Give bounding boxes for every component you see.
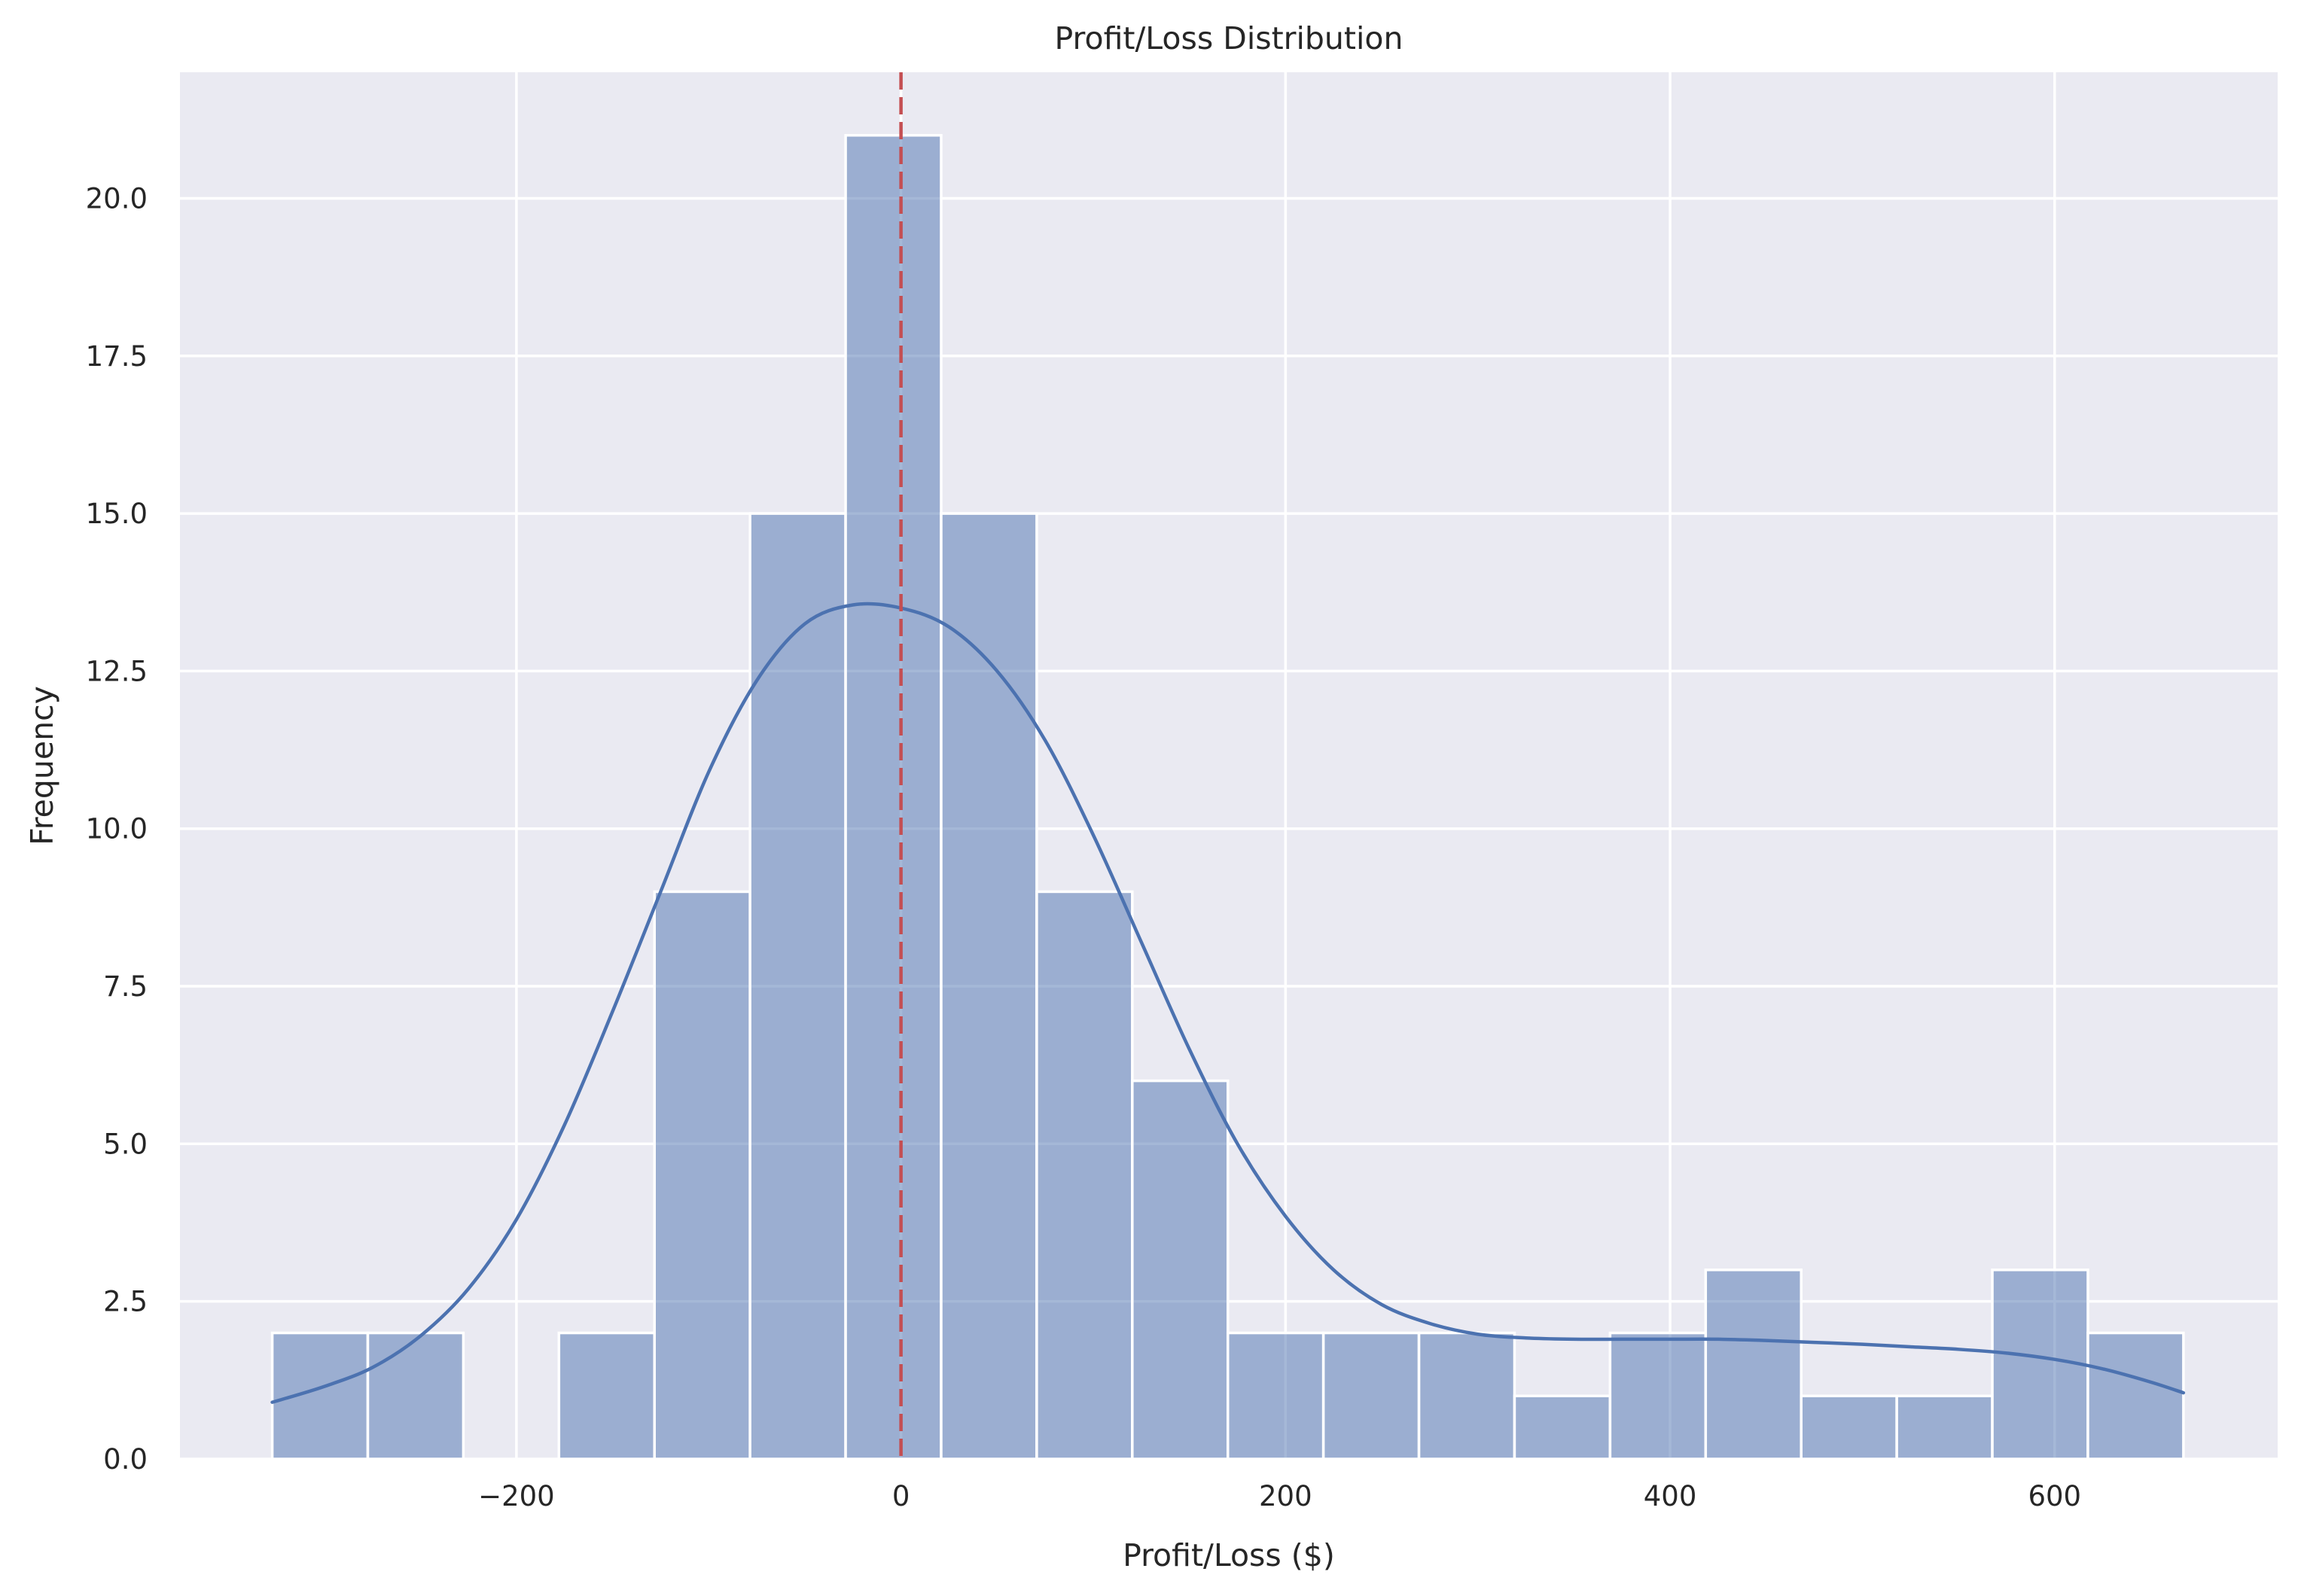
y-axis-ticks: 0.0 2.5 5.0 7.5 10.0 12.5 15.0 17.5 20.0	[86, 182, 148, 1476]
x-tick-label: 200	[1259, 1480, 1312, 1512]
histogram-bar	[1991, 1269, 2089, 1460]
histogram-bar	[1608, 1331, 1708, 1460]
histogram-bar	[1417, 1331, 1516, 1460]
x-axis-label: Profit/Loss ($)	[1123, 1537, 1335, 1573]
gridlines	[180, 72, 2278, 1460]
histogram-bar	[1704, 1269, 1803, 1460]
histogram-bar	[270, 1331, 370, 1460]
histogram-bar	[653, 890, 751, 1460]
histogram-bar	[748, 512, 847, 1460]
y-tick-label: 0.0	[103, 1443, 148, 1476]
y-tick-label: 7.5	[103, 970, 148, 1003]
x-tick-label: 600	[2028, 1480, 2081, 1512]
y-tick-label: 15.0	[86, 498, 148, 530]
histogram-bars	[270, 133, 2185, 1460]
histogram-bar	[1226, 1331, 1325, 1460]
histogram-bar	[557, 1331, 656, 1460]
x-tick-label: 0	[892, 1480, 910, 1512]
histogram-bar	[366, 1331, 465, 1460]
y-tick-label: 2.5	[103, 1286, 148, 1318]
histogram-bar	[1321, 1331, 1421, 1460]
x-tick-label: 400	[1644, 1480, 1697, 1512]
x-axis-ticks: −200 0 200 400 600	[478, 1480, 2081, 1512]
histogram-bar	[844, 133, 943, 1460]
histogram-bar	[1035, 890, 1134, 1460]
kde-curve	[270, 602, 2186, 1404]
histogram-bar	[1513, 1394, 1612, 1460]
chart-title: Profit/Loss Distribution	[1055, 20, 1403, 56]
histogram-bar	[1895, 1394, 1994, 1460]
y-tick-label: 17.5	[86, 340, 148, 373]
y-tick-label: 20.0	[86, 182, 148, 215]
y-tick-label: 12.5	[86, 655, 148, 687]
histogram-bar	[1800, 1394, 1898, 1460]
y-axis-label: Frequency	[24, 686, 60, 845]
histogram-bar	[940, 512, 1038, 1460]
histogram-bar	[1131, 1079, 1230, 1460]
x-tick-label: −200	[478, 1480, 555, 1512]
y-tick-label: 10.0	[86, 813, 148, 845]
y-tick-label: 5.0	[103, 1128, 148, 1160]
histogram-bar	[2086, 1331, 2185, 1460]
